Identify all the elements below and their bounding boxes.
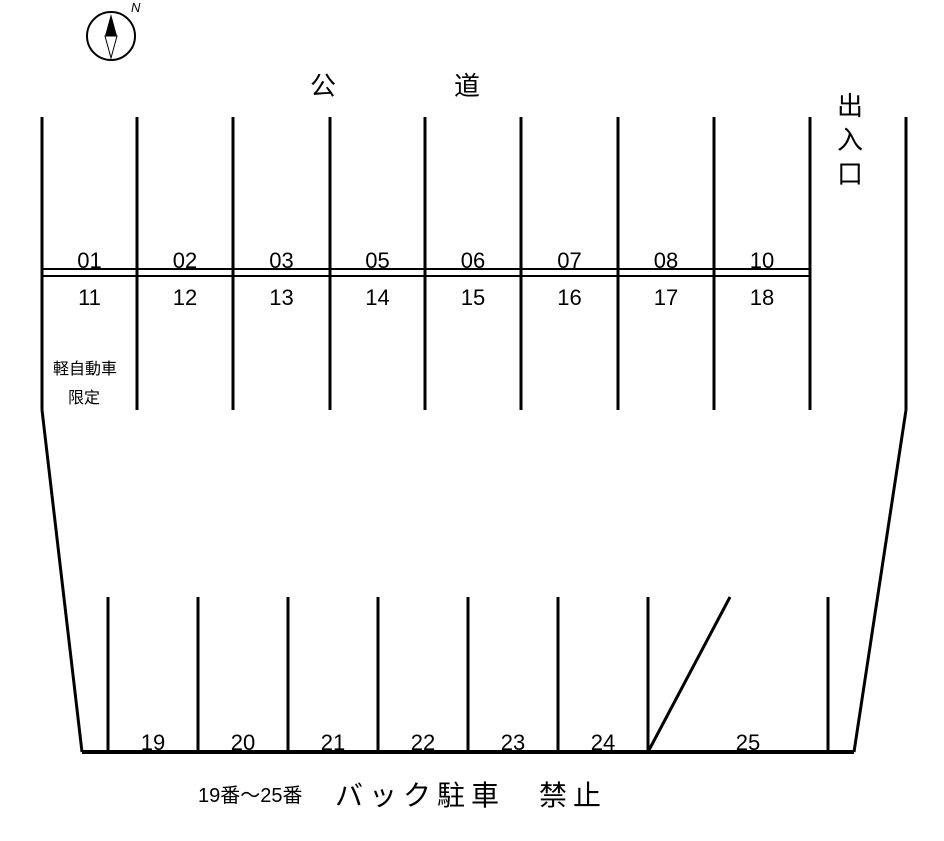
parking-lot-diagram: N 01 02 03 05 06 07 08 10 11 12 13 14 15 16 17 18 19 20 21 2… bbox=[0, 0, 944, 841]
space-label: 08 bbox=[654, 248, 678, 274]
space-label: 21 bbox=[321, 730, 345, 756]
space-label: 25 bbox=[736, 730, 760, 756]
diagram-svg bbox=[0, 0, 944, 841]
space-label: 01 bbox=[77, 248, 101, 274]
space-label: 03 bbox=[269, 248, 293, 274]
space-label: 19 bbox=[141, 730, 165, 756]
space-label: 15 bbox=[461, 285, 485, 311]
space-label: 24 bbox=[591, 730, 615, 756]
space-label: 05 bbox=[365, 248, 389, 274]
kei-note: 軽自動車 bbox=[53, 355, 117, 379]
entrance-label-char: 入 bbox=[837, 120, 863, 157]
space-label: 22 bbox=[411, 730, 435, 756]
space-label: 18 bbox=[750, 285, 774, 311]
space-label: 12 bbox=[173, 285, 197, 311]
space-label: 02 bbox=[173, 248, 197, 274]
entrance-label-char: 出 bbox=[837, 86, 863, 123]
space-label: 23 bbox=[501, 730, 525, 756]
space-label: 20 bbox=[231, 730, 255, 756]
space-label: 16 bbox=[557, 285, 581, 311]
space-label: 07 bbox=[557, 248, 581, 274]
space-label: 17 bbox=[654, 285, 678, 311]
space-label: 14 bbox=[365, 285, 389, 311]
space-label: 10 bbox=[750, 248, 774, 274]
space-label: 11 bbox=[78, 285, 101, 311]
entrance-label-char: 口 bbox=[837, 154, 863, 191]
road-label: 公 道 bbox=[310, 66, 490, 103]
bottom-range-label: 19番～25番 bbox=[198, 779, 303, 808]
kei-note: 限定 bbox=[68, 384, 100, 408]
space-label: 13 bbox=[269, 285, 293, 311]
bottom-main-label: バック駐車 禁止 bbox=[335, 774, 607, 814]
space-label: 06 bbox=[461, 248, 485, 274]
compass-n-label: N bbox=[131, 0, 140, 15]
